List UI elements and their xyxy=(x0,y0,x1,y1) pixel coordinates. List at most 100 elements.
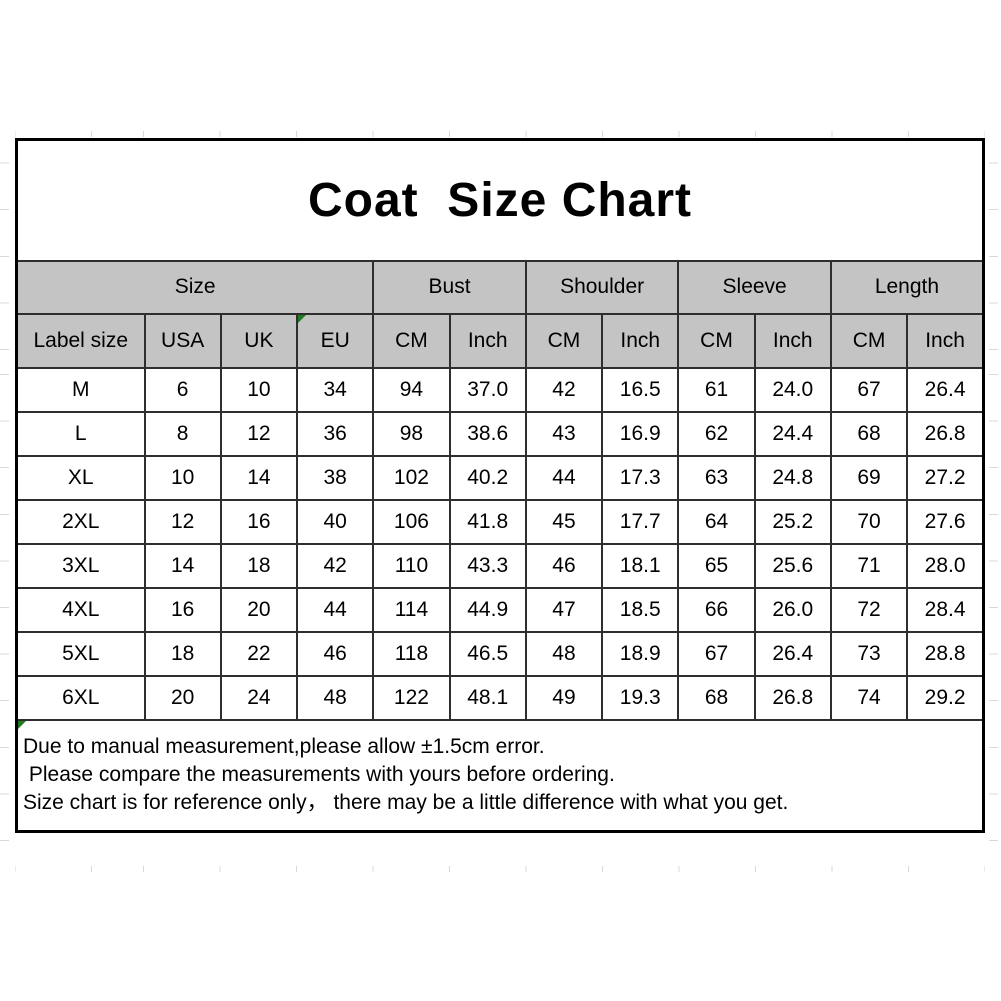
table-cell: 66 xyxy=(677,586,756,633)
table-cell: 114 xyxy=(372,586,451,633)
table-cell: 98 xyxy=(372,410,451,457)
table-cell: 14 xyxy=(143,542,222,589)
table-cell: 118 xyxy=(372,630,451,677)
note-line-measurement-error: Due to manual measurement,please allow ±… xyxy=(23,734,545,758)
table-cell: 18 xyxy=(219,542,299,589)
table-cell: 22 xyxy=(219,630,299,677)
table-cell: 43.3 xyxy=(448,542,527,589)
table-cell: 38 xyxy=(296,454,375,501)
table-cell: 18.1 xyxy=(601,542,680,589)
table-cell: 65 xyxy=(677,542,756,589)
group-header-size: Size xyxy=(15,259,375,315)
gridline-ticks-top xyxy=(15,131,985,137)
table-cell: 10 xyxy=(143,454,222,501)
table-cell: 69 xyxy=(829,454,909,501)
table-row-2xl: 2XL 12 16 40 106 41.8 45 17.7 64 25.2 70… xyxy=(15,498,985,545)
column-header-uk: UK xyxy=(219,312,299,369)
table-cell: 12 xyxy=(143,498,222,545)
table-cell: 110 xyxy=(372,542,451,589)
table-cell: 26.0 xyxy=(753,586,832,633)
table-cell: 17.7 xyxy=(601,498,680,545)
table-cell: 17.3 xyxy=(601,454,680,501)
notes-cell: Due to manual measurement,please allow ±… xyxy=(15,718,985,833)
table-row-xl: XL 10 14 38 102 40.2 44 17.3 63 24.8 69 … xyxy=(15,454,985,501)
column-header-sleeve-inch: Inch xyxy=(753,312,832,369)
table-cell: 44.9 xyxy=(448,586,527,633)
column-header-eu: EU xyxy=(296,312,375,369)
table-cell: 61 xyxy=(677,366,756,413)
table-cell: 24 xyxy=(219,674,299,721)
table-cell: 38.6 xyxy=(448,410,527,457)
table-cell: 44 xyxy=(296,586,375,633)
table-cell: 42 xyxy=(524,366,604,413)
table-cell: 68 xyxy=(677,674,756,721)
title-row: Coat Size Chart xyxy=(15,138,985,262)
table-cell: 68 xyxy=(829,410,909,457)
table-cell: 40.2 xyxy=(448,454,527,501)
table-cell: 18.5 xyxy=(601,586,680,633)
cell-corner-marker-icon xyxy=(18,721,26,729)
size-label-cell: 3XL xyxy=(15,542,146,589)
table-cell: 63 xyxy=(677,454,756,501)
table-cell: 28.8 xyxy=(906,630,985,677)
table-cell: 26.4 xyxy=(753,630,832,677)
table-cell: 18 xyxy=(143,630,222,677)
table-cell: 102 xyxy=(372,454,451,501)
table-cell: 46.5 xyxy=(448,630,527,677)
note-line-reference: Size chart is for reference only， there … xyxy=(23,790,789,814)
table-cell: 19.3 xyxy=(601,674,680,721)
table-cell: 46 xyxy=(524,542,604,589)
size-label-cell: XL xyxy=(15,454,146,501)
table-cell: 37.0 xyxy=(448,366,527,413)
table-cell: 20 xyxy=(219,586,299,633)
table-cell: 47 xyxy=(524,586,604,633)
group-header-sleeve: Sleeve xyxy=(677,259,832,315)
table-cell: 94 xyxy=(372,366,451,413)
table-row-4xl: 4XL 16 20 44 114 44.9 47 18.5 66 26.0 72… xyxy=(15,586,985,633)
table-cell: 48 xyxy=(296,674,375,721)
table-cell: 24.0 xyxy=(753,366,832,413)
table-cell: 72 xyxy=(829,586,909,633)
table-cell: 64 xyxy=(677,498,756,545)
table-cell: 36 xyxy=(296,410,375,457)
column-header-shoulder-cm: CM xyxy=(524,312,604,369)
size-label-cell: 6XL xyxy=(15,674,146,721)
cell-corner-marker-icon xyxy=(299,315,307,323)
table-cell: 20 xyxy=(143,674,222,721)
size-label-cell: L xyxy=(15,410,146,457)
table-cell: 8 xyxy=(143,410,222,457)
table-cell: 24.4 xyxy=(753,410,832,457)
table-cell: 24.8 xyxy=(753,454,832,501)
chart-title: Coat Size Chart xyxy=(15,138,985,262)
size-label-cell: 2XL xyxy=(15,498,146,545)
table-cell: 16.5 xyxy=(601,366,680,413)
table-cell: 26.8 xyxy=(753,674,832,721)
size-label-cell: 4XL xyxy=(15,586,146,633)
column-header-bust-inch: Inch xyxy=(448,312,527,369)
table-cell: 46 xyxy=(296,630,375,677)
column-header-eu-label: EU xyxy=(320,328,350,352)
note-line-compare: Please compare the measurements with you… xyxy=(23,762,615,786)
gridline-ticks-bottom xyxy=(15,866,985,872)
table-row-3xl: 3XL 14 18 42 110 43.3 46 18.1 65 25.6 71… xyxy=(15,542,985,589)
table-cell: 62 xyxy=(677,410,756,457)
column-header-shoulder-inch: Inch xyxy=(601,312,680,369)
table-cell: 71 xyxy=(829,542,909,589)
table-cell: 42 xyxy=(296,542,375,589)
table-cell: 70 xyxy=(829,498,909,545)
table-cell: 25.2 xyxy=(753,498,832,545)
table-cell: 44 xyxy=(524,454,604,501)
table-cell: 34 xyxy=(296,366,375,413)
group-header-bust: Bust xyxy=(372,259,527,315)
table-cell: 45 xyxy=(524,498,604,545)
table-cell: 16 xyxy=(143,586,222,633)
table-cell: 27.2 xyxy=(906,454,985,501)
column-header-length-cm: CM xyxy=(829,312,909,369)
table-cell: 27.6 xyxy=(906,498,985,545)
column-header-sleeve-cm: CM xyxy=(677,312,756,369)
column-header-label-size: Label size xyxy=(15,312,146,369)
table-cell: 74 xyxy=(829,674,909,721)
table-cell: 73 xyxy=(829,630,909,677)
table-cell: 40 xyxy=(296,498,375,545)
table-cell: 26.8 xyxy=(906,410,985,457)
